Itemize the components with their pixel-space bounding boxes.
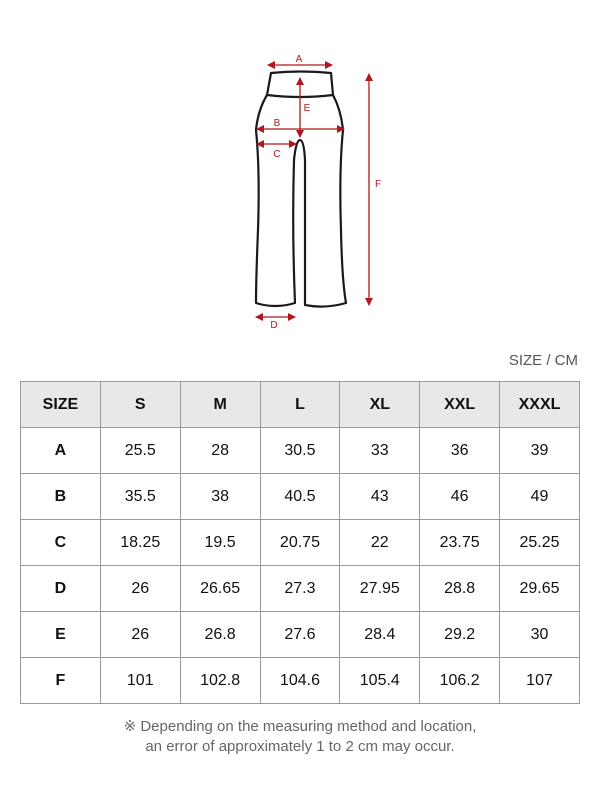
table-cell: 35.5 (99, 473, 181, 520)
table-cell: 107 (499, 657, 580, 704)
label-c: C (273, 149, 280, 160)
table-cell: 46 (419, 473, 501, 520)
table-cell: 26.65 (179, 565, 261, 612)
table-cell: 40.5 (259, 473, 341, 520)
table-row: F 101 102.8 104.6 105.4 106.2 107 (20, 657, 580, 704)
table-cell: 25.5 (99, 427, 181, 474)
table-cell: 22 (339, 519, 421, 566)
table-cell: 29.65 (499, 565, 580, 612)
label-f: F (375, 179, 381, 190)
table-cell: 106.2 (419, 657, 501, 704)
table-cell: 29.2 (419, 611, 501, 658)
column-header: XXXL (499, 381, 580, 428)
note-line-2: an error of approximately 1 to 2 cm may … (145, 738, 455, 755)
table-cell: 101 (99, 657, 181, 704)
row-label: F (20, 657, 101, 704)
column-header: XL (339, 381, 421, 428)
table-cell: 27.95 (339, 565, 421, 612)
table-row: D 26 26.65 27.3 27.95 28.8 29.65 (20, 565, 580, 612)
unit-label: SIZE / CM (508, 352, 578, 369)
note-line-1: ※ Depending on the measuring method and … (123, 718, 477, 735)
pants-outline (254, 70, 348, 308)
column-header: M (179, 381, 261, 428)
row-label: A (20, 427, 101, 474)
label-e: E (304, 103, 311, 114)
table-cell: 26.8 (179, 611, 261, 658)
table-cell: 26 (99, 565, 181, 612)
label-a: A (296, 54, 303, 65)
column-header: SIZE (20, 381, 101, 428)
table-cell: 23.75 (419, 519, 501, 566)
table-cell: 38 (179, 473, 261, 520)
row-label: C (20, 519, 101, 566)
table-cell: 26 (99, 611, 181, 658)
table-cell: 49 (499, 473, 580, 520)
row-label: B (20, 473, 101, 520)
pants-measurement-diagram: A B C D E F (254, 54, 381, 331)
table-row: E 26 26.8 27.6 28.4 29.2 30 (20, 611, 580, 658)
table-cell: 28 (179, 427, 261, 474)
table-cell: 105.4 (339, 657, 421, 704)
table-cell: 33 (339, 427, 421, 474)
label-b: B (274, 118, 281, 129)
table-row: C 18.25 19.5 20.75 22 23.75 25.25 (20, 519, 580, 566)
column-header: XXL (419, 381, 501, 428)
row-label: D (20, 565, 101, 612)
row-label: E (20, 611, 101, 658)
size-table: SIZE S M L XL XXL XXXL A 25.5 28 30.5 33 36 39 B 35.5 3… (20, 381, 580, 704)
label-d: D (270, 320, 277, 331)
table-cell: 30 (499, 611, 580, 658)
table-cell: 27.6 (259, 611, 341, 658)
table-cell: 102.8 (179, 657, 261, 704)
measurement-arrows (255, 61, 373, 321)
column-header: L (259, 381, 341, 428)
table-cell: 36 (419, 427, 501, 474)
measurement-note: ※ Depending on the measuring method and … (0, 717, 600, 757)
table-cell: 39 (499, 427, 580, 474)
table-row: B 35.5 38 40.5 43 46 49 (20, 473, 580, 520)
table-header-row: SIZE S M L XL XXL XXXL (20, 381, 580, 428)
table-cell: 28.4 (339, 611, 421, 658)
table-cell: 18.25 (99, 519, 181, 566)
table-cell: 27.3 (259, 565, 341, 612)
table-cell: 104.6 (259, 657, 341, 704)
table-cell: 43 (339, 473, 421, 520)
column-header: S (99, 381, 181, 428)
table-cell: 25.25 (499, 519, 580, 566)
table-cell: 30.5 (259, 427, 341, 474)
table-cell: 28.8 (419, 565, 501, 612)
table-row: A 25.5 28 30.5 33 36 39 (20, 427, 580, 474)
table-cell: 19.5 (179, 519, 261, 566)
table-cell: 20.75 (259, 519, 341, 566)
